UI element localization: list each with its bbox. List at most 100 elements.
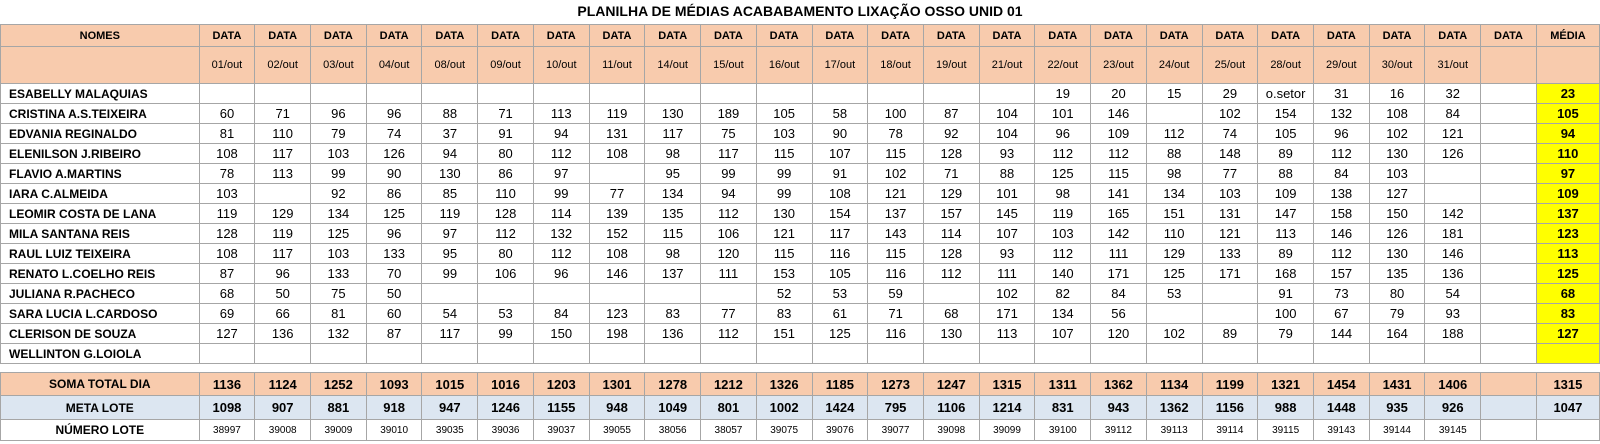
employee-name[interactable]: WELLINTON G.LOIOLA xyxy=(0,343,200,364)
value-cell[interactable]: 90 xyxy=(365,163,423,184)
value-cell[interactable]: 129 xyxy=(254,203,312,224)
value-cell[interactable]: 56 xyxy=(1090,303,1147,324)
value-cell[interactable]: 116 xyxy=(867,323,924,344)
value-cell[interactable] xyxy=(700,283,757,304)
meta-lote-value[interactable]: 935 xyxy=(1368,395,1426,420)
header-nomes-blank[interactable] xyxy=(0,46,200,84)
value-cell[interactable]: 119 xyxy=(254,223,312,244)
value-cell[interactable]: 87 xyxy=(198,263,256,284)
value-cell[interactable]: 59 xyxy=(867,283,924,304)
value-cell[interactable]: 77 xyxy=(588,183,646,204)
soma-total-value[interactable]: 1301 xyxy=(588,372,646,396)
value-cell[interactable]: 151 xyxy=(1145,203,1203,224)
value-cell[interactable]: 84 xyxy=(1312,163,1370,184)
value-cell[interactable]: 168 xyxy=(1257,263,1314,284)
value-cell[interactable]: 112 xyxy=(922,263,980,284)
value-cell[interactable]: 125 xyxy=(811,323,869,344)
date-cell[interactable]: 30/out xyxy=(1368,46,1426,84)
value-cell[interactable] xyxy=(1480,323,1537,344)
date-cell[interactable] xyxy=(1480,46,1537,84)
numero-lote-value[interactable]: 39008 xyxy=(254,419,312,441)
value-cell[interactable]: 100 xyxy=(1257,303,1314,324)
value-cell[interactable]: 68 xyxy=(922,303,980,324)
value-cell[interactable]: 153 xyxy=(755,263,813,284)
soma-total-value[interactable]: 1203 xyxy=(532,372,590,396)
average-cell[interactable]: 68 xyxy=(1535,283,1600,304)
value-cell[interactable] xyxy=(477,283,534,304)
value-cell[interactable]: 115 xyxy=(644,223,702,244)
value-cell[interactable]: 171 xyxy=(978,303,1036,324)
value-cell[interactable]: 103 xyxy=(1034,223,1092,244)
value-cell[interactable]: 112 xyxy=(1034,143,1092,164)
value-cell[interactable]: 89 xyxy=(1257,143,1314,164)
average-cell[interactable]: 23 xyxy=(1535,83,1600,104)
value-cell[interactable]: 95 xyxy=(644,163,702,184)
employee-name[interactable]: LEOMIR COSTA DE LANA xyxy=(0,203,200,224)
value-cell[interactable]: 150 xyxy=(532,323,590,344)
value-cell[interactable] xyxy=(1424,343,1482,364)
date-cell[interactable]: 03/out xyxy=(310,46,367,84)
value-cell[interactable]: 112 xyxy=(1312,243,1370,264)
soma-total-value[interactable]: 1199 xyxy=(1201,372,1259,396)
value-cell[interactable] xyxy=(700,343,757,364)
value-cell[interactable] xyxy=(365,343,423,364)
value-cell[interactable]: 142 xyxy=(1090,223,1147,244)
meta-lote-value[interactable]: 795 xyxy=(867,395,924,420)
soma-total-value[interactable]: 1093 xyxy=(365,372,423,396)
average-cell[interactable] xyxy=(1535,343,1600,364)
meta-lote-value[interactable]: 1362 xyxy=(1145,395,1203,420)
value-cell[interactable]: 114 xyxy=(922,223,980,244)
value-cell[interactable]: 134 xyxy=(644,183,702,204)
value-cell[interactable]: 96 xyxy=(1312,123,1370,144)
value-cell[interactable]: 85 xyxy=(421,183,479,204)
value-cell[interactable]: 128 xyxy=(477,203,534,224)
meta-lote-value[interactable] xyxy=(1480,395,1537,420)
value-cell[interactable]: 137 xyxy=(644,263,702,284)
meta-lote-value[interactable]: 947 xyxy=(421,395,479,420)
average-cell[interactable]: 125 xyxy=(1535,263,1600,284)
value-cell[interactable] xyxy=(978,343,1036,364)
date-cell[interactable]: 09/out xyxy=(477,46,534,84)
numero-lote-label[interactable]: NÚMERO LOTE xyxy=(0,419,200,441)
value-cell[interactable]: 105 xyxy=(1257,123,1314,144)
value-cell[interactable] xyxy=(1312,343,1370,364)
value-cell[interactable] xyxy=(477,83,534,104)
header-data[interactable]: DATA xyxy=(477,24,534,47)
value-cell[interactable]: 107 xyxy=(1034,323,1092,344)
value-cell[interactable]: 145 xyxy=(978,203,1036,224)
value-cell[interactable] xyxy=(1201,303,1259,324)
value-cell[interactable]: 136 xyxy=(1424,263,1482,284)
value-cell[interactable]: 143 xyxy=(867,223,924,244)
value-cell[interactable]: 98 xyxy=(644,143,702,164)
value-cell[interactable]: 129 xyxy=(922,183,980,204)
value-cell[interactable]: 94 xyxy=(700,183,757,204)
value-cell[interactable] xyxy=(922,343,980,364)
value-cell[interactable] xyxy=(310,343,367,364)
value-cell[interactable]: 146 xyxy=(1312,223,1370,244)
value-cell[interactable] xyxy=(198,343,256,364)
value-cell[interactable]: 134 xyxy=(310,203,367,224)
value-cell[interactable]: 171 xyxy=(1090,263,1147,284)
value-cell[interactable]: 68 xyxy=(198,283,256,304)
employee-name[interactable]: MILA SANTANA REIS xyxy=(0,223,200,244)
value-cell[interactable]: 87 xyxy=(922,103,980,124)
date-cell[interactable]: 10/out xyxy=(532,46,590,84)
date-cell[interactable]: 16/out xyxy=(755,46,813,84)
value-cell[interactable]: 31 xyxy=(1312,83,1370,104)
value-cell[interactable]: 112 xyxy=(532,143,590,164)
meta-lote-value[interactable]: 1049 xyxy=(644,395,702,420)
value-cell[interactable]: 97 xyxy=(532,163,590,184)
numero-lote-media[interactable] xyxy=(1535,419,1600,441)
soma-total-value[interactable]: 1016 xyxy=(477,372,534,396)
date-cell[interactable]: 15/out xyxy=(700,46,757,84)
value-cell[interactable]: 79 xyxy=(1257,323,1314,344)
value-cell[interactable]: 103 xyxy=(1368,163,1426,184)
value-cell[interactable]: 88 xyxy=(421,103,479,124)
value-cell[interactable]: 116 xyxy=(867,263,924,284)
meta-lote-value[interactable]: 1424 xyxy=(811,395,869,420)
numero-lote-value[interactable]: 38997 xyxy=(198,419,256,441)
date-cell[interactable]: 22/out xyxy=(1034,46,1092,84)
date-cell[interactable]: 25/out xyxy=(1201,46,1259,84)
value-cell[interactable]: 80 xyxy=(1368,283,1426,304)
soma-total-value[interactable]: 1311 xyxy=(1034,372,1092,396)
